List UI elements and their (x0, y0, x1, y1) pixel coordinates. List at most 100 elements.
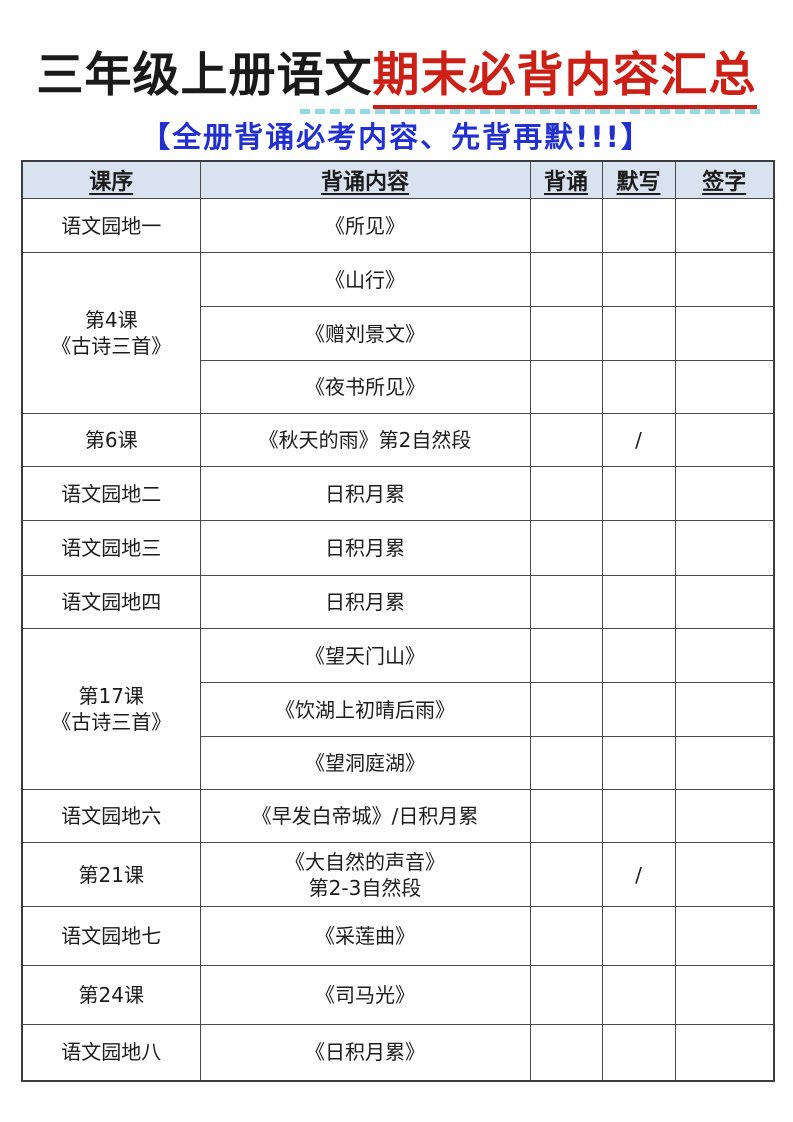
lesson-cell: 语文园地三 (21, 520, 201, 576)
header-dictation: 默写 (601, 160, 676, 199)
lesson-cell: 第6课 (21, 413, 201, 467)
table-row: 《望洞庭湖》 (22, 736, 775, 790)
content-cell: 《所见》 (199, 198, 531, 253)
recite-cell (529, 1024, 603, 1081)
signature-cell (674, 466, 775, 521)
dictation-cell (601, 965, 676, 1025)
signature-cell (674, 575, 775, 629)
table-row: 第6课 《秋天的雨》第2自然段 / (21, 413, 775, 467)
signature-cell (674, 736, 775, 790)
recite-cell (529, 682, 603, 737)
recite-cell (529, 906, 603, 966)
title-grade-part: 三年级上册语文 (36, 48, 373, 103)
signature-cell (674, 1024, 775, 1081)
lesson-cell: 第21课 (21, 842, 201, 907)
recite-cell (529, 965, 603, 1025)
table-row: 语文园地四 日积月累 (21, 575, 775, 629)
table-row: 第17课 《古诗三首》 《望天门山》 (21, 628, 775, 790)
recite-cell (529, 198, 603, 253)
signature-cell (674, 906, 775, 966)
dictation-cell (601, 628, 676, 683)
dictation-cell (601, 682, 676, 737)
signature-cell (674, 789, 775, 843)
table-row: 语文园地三 日积月累 (21, 520, 775, 576)
page-title: 三年级上册语文期末必背内容汇总 (0, 36, 793, 109)
dictation-cell (601, 466, 676, 521)
signature-cell (674, 520, 775, 576)
table-header-row: 课序 背诵内容 背诵 默写 签字 (21, 160, 775, 199)
lesson-cell: 语文园地六 (21, 789, 201, 843)
recite-cell (529, 628, 603, 683)
content-cell: 《大自然的声音》 第2-3自然段 (199, 842, 531, 907)
content-cell: 日积月累 (199, 466, 531, 521)
lesson-cell: 第17课 《古诗三首》 (21, 628, 201, 790)
memorization-table: 课序 背诵内容 背诵 默写 签字 语文园地一 《所见》 第4课 《古诗三首》 《山行》《… (21, 160, 775, 1082)
lesson-cell: 语文园地一 (21, 198, 201, 253)
signature-cell (674, 413, 775, 467)
table-row: 第21课 《大自然的声音》 第2-3自然段 / (21, 842, 775, 907)
table-row: 《赠刘景文》 (22, 306, 775, 361)
lesson-cell: 语文园地七 (21, 906, 201, 966)
dictation-cell (601, 789, 676, 843)
header-content: 背诵内容 (199, 160, 531, 199)
page-subtitle: 【全册背诵必考内容、先背再默!!!】 (141, 120, 652, 154)
dictation-cell (601, 1024, 676, 1081)
table-row: 语文园地一 《所见》 (21, 198, 775, 253)
content-cell: 日积月累 (199, 520, 531, 576)
lesson-cell: 语文园地四 (21, 575, 201, 629)
recite-cell (529, 789, 603, 843)
recite-cell (529, 413, 603, 467)
dictation-cell (601, 252, 676, 307)
lesson-cell: 语文园地八 (21, 1024, 201, 1081)
dictation-cell (601, 575, 676, 629)
recite-cell (529, 736, 603, 790)
signature-cell (674, 360, 775, 414)
table-row: 语文园地七 《采莲曲》 (21, 906, 775, 966)
signature-cell (674, 842, 775, 907)
dictation-cell (601, 906, 676, 966)
recite-cell (529, 466, 603, 521)
dictation-cell (601, 198, 676, 253)
table-row: 《饮湖上初晴后雨》 (22, 682, 775, 737)
content-cell: 《望洞庭湖》 (199, 736, 531, 790)
dictation-cell (601, 306, 676, 361)
header-lesson: 课序 (21, 160, 201, 199)
content-cell: 《赠刘景文》 (199, 306, 531, 361)
content-cell: 《日积月累》 (199, 1024, 531, 1081)
lesson-cell: 第24课 (21, 965, 201, 1025)
table-row: 第4课 《古诗三首》 《山行》 (21, 252, 775, 414)
signature-cell (674, 628, 775, 683)
signature-cell (674, 198, 775, 253)
table-row: 《夜书所见》 (22, 360, 775, 414)
table-row: 第24课 《司马光》 (21, 965, 775, 1025)
dictation-cell: / (601, 413, 676, 467)
recite-cell (529, 520, 603, 576)
recite-cell (529, 842, 603, 907)
signature-cell (674, 252, 775, 307)
content-cell: 《采莲曲》 (199, 906, 531, 966)
title-exam-part: 期末必背内容汇总 (372, 48, 757, 109)
table-body: 语文园地一 《所见》 第4课 《古诗三首》 《山行》 《赠刘景文》 《夜书所见》 第6课 《秋天… (21, 198, 775, 1081)
content-cell: 《饮湖上初晴后雨》 (199, 682, 531, 737)
recite-cell (529, 360, 603, 414)
content-cell: 《司马光》 (199, 965, 531, 1025)
lesson-cell: 语文园地二 (21, 466, 201, 521)
content-cell: 日积月累 (199, 575, 531, 629)
recite-cell (529, 306, 603, 361)
signature-cell (674, 965, 775, 1025)
content-cell: 《夜书所见》 (199, 360, 531, 414)
signature-cell (674, 682, 775, 737)
dictation-cell (601, 360, 676, 414)
dictation-cell (601, 736, 676, 790)
content-cell: 《望天门山》 (199, 628, 531, 683)
table-row: 语文园地八 《日积月累》 (21, 1024, 775, 1081)
header-recite: 背诵 (529, 160, 603, 199)
content-cell: 《山行》 (199, 252, 531, 307)
recite-cell (529, 252, 603, 307)
dictation-cell (601, 520, 676, 576)
signature-cell (674, 306, 775, 361)
highlighter-artifact (300, 109, 760, 114)
table-row: 语文园地二 日积月累 (21, 466, 775, 521)
lesson-cell: 第4课 《古诗三首》 (21, 252, 201, 414)
